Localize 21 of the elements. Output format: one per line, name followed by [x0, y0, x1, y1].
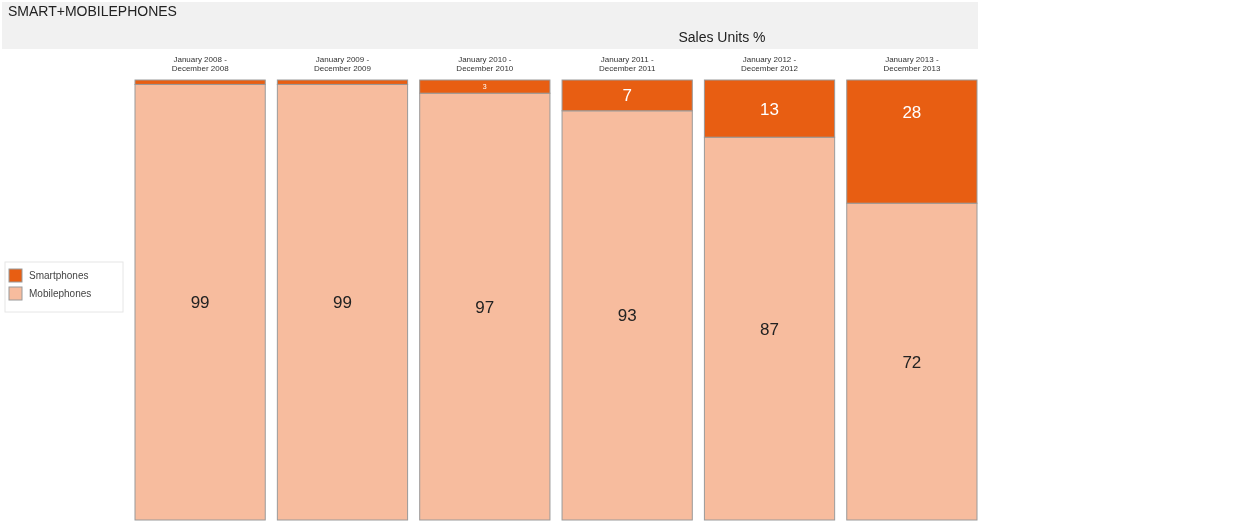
x-tick-label: January 2010 - December 2010: [456, 55, 514, 73]
bar: [276, 83, 409, 521]
data-label: 87: [760, 319, 779, 339]
bar: [134, 83, 266, 521]
data-label: 72: [902, 352, 922, 372]
x-tick-label: January 2013 - December 2013: [883, 55, 941, 73]
data-label: 13: [760, 99, 779, 119]
data-label: 7: [622, 86, 632, 106]
data-label: 97: [475, 297, 495, 317]
x-tick-label: January 2011 - December 2011: [599, 55, 656, 73]
x-tick-label: January 2012 - December 2012: [741, 55, 799, 73]
legend-label: Mobilephones: [29, 288, 92, 299]
data-label: 99: [190, 293, 210, 313]
data-label: 99: [333, 293, 352, 313]
data-label: 28: [902, 103, 922, 122]
x-tick-label: January 2009 - December 2009: [314, 55, 372, 73]
chart-subtitle: Sales Units %: [678, 29, 766, 45]
chart-title: SMART+MOBILEPHONES: [8, 3, 177, 19]
legend-label: Smartphones: [29, 270, 89, 281]
x-tick-label: January 2008 - December 2008: [171, 55, 230, 73]
data-label: 93: [617, 306, 637, 326]
